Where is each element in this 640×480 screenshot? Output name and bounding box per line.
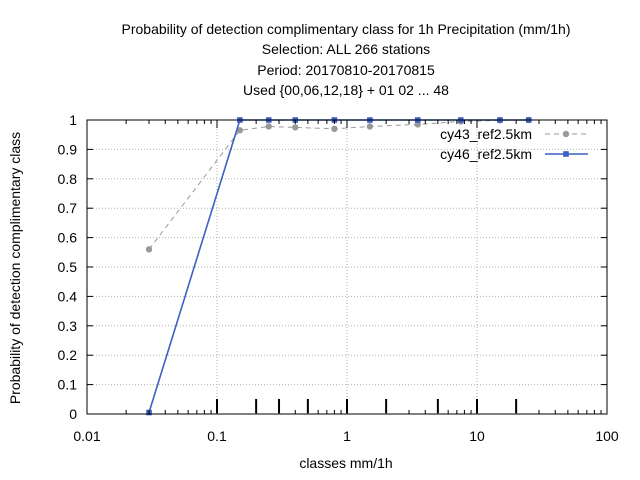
chart-title-line-4: Used {00,06,12,18} + 01 02 ... 48 bbox=[243, 82, 449, 98]
legend: cy43_ref2.5km cy46_ref2.5km bbox=[440, 126, 588, 162]
y-axis: 0 0.1 0.2 0.3 0.4 0.5 0.6 0.7 0.8 0.9 1 bbox=[58, 112, 607, 422]
legend-marker bbox=[562, 130, 570, 138]
data-point bbox=[292, 124, 299, 131]
y-axis-label: Probability of detection complimentary c… bbox=[7, 132, 23, 404]
x-tick-label: 100 bbox=[595, 428, 619, 444]
x-tick-label: 1 bbox=[343, 428, 351, 444]
grid bbox=[87, 120, 607, 414]
data-point bbox=[236, 127, 244, 134]
chart-title-line-2: Selection: ALL 266 stations bbox=[262, 41, 430, 57]
y-tick-label: 0.5 bbox=[58, 259, 78, 275]
chart-title: Probability of detection complimentary c… bbox=[122, 21, 571, 98]
x-axis-label: classes mm/1h bbox=[299, 455, 392, 471]
data-point bbox=[265, 123, 272, 130]
x-tick-label: 10 bbox=[469, 428, 485, 444]
y-tick-label: 0 bbox=[69, 406, 77, 422]
data-point bbox=[145, 246, 153, 253]
y-tick-label: 0.7 bbox=[58, 200, 78, 216]
x-tick-label: 0.1 bbox=[207, 428, 227, 444]
x-axis: 0.01 0.1 1 10 100 bbox=[73, 120, 619, 444]
y-tick-label: 0.6 bbox=[58, 230, 78, 246]
y-tick-label: 0.2 bbox=[58, 347, 78, 363]
chart-title-line-3: Period: 20170810-20170815 bbox=[257, 62, 435, 78]
data-point bbox=[366, 123, 374, 130]
y-tick-label: 0.3 bbox=[58, 318, 78, 334]
legend-label: cy43_ref2.5km bbox=[440, 126, 532, 142]
data-point bbox=[331, 125, 338, 133]
series-line-cy43_ref2.5km bbox=[148, 119, 529, 250]
legend-label: cy46_ref2.5km bbox=[440, 146, 532, 162]
y-tick-label: 0.9 bbox=[58, 141, 78, 157]
data-point bbox=[414, 121, 421, 128]
y-tick-label: 0.4 bbox=[58, 288, 78, 304]
y-tick-label: 0.8 bbox=[58, 171, 78, 187]
legend-marker bbox=[563, 151, 569, 157]
y-tick-label: 1 bbox=[69, 112, 77, 128]
chart-title-line-1: Probability of detection complimentary c… bbox=[122, 21, 571, 37]
x-tick-label: 0.01 bbox=[73, 428, 100, 444]
series-line-cy46_ref2.5km bbox=[148, 119, 529, 413]
y-tick-label: 0.1 bbox=[58, 377, 78, 393]
